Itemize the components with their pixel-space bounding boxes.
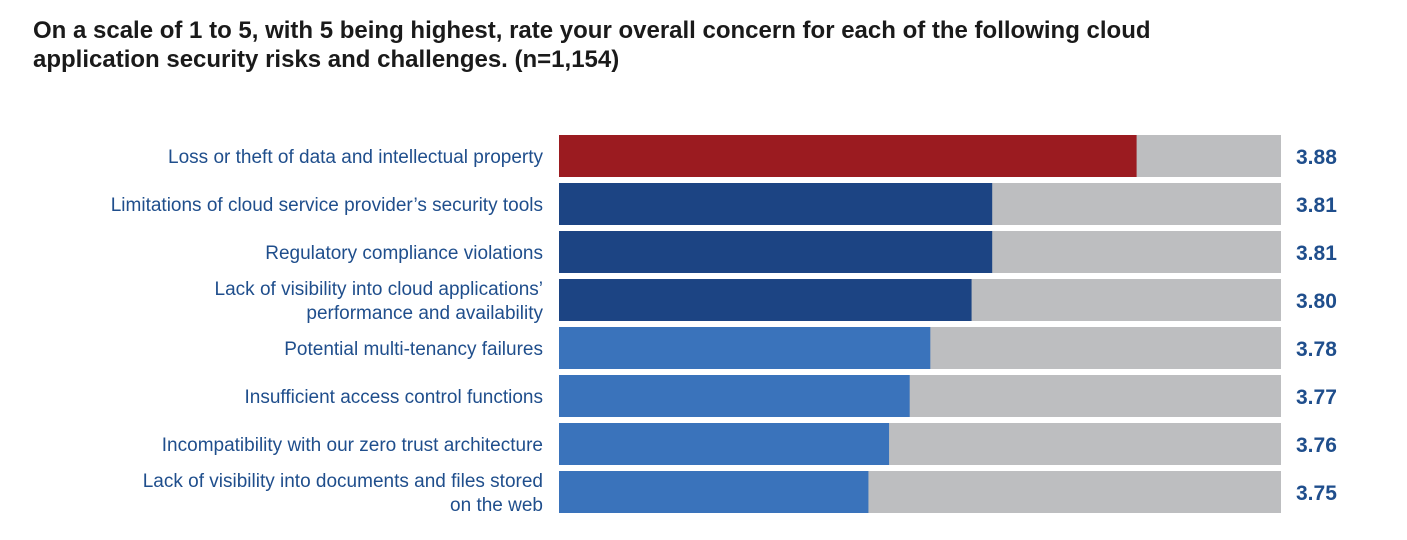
category-label-line: Loss or theft of data and intellectual p… [168,147,543,168]
value-label: 3.81 [1296,242,1337,265]
bar [559,423,890,465]
chart-title-line-2: application security risks and challenge… [33,46,620,73]
category-label: Insufficient access control functions [244,387,543,408]
category-label-line: Incompatibility with our zero trust arch… [162,435,543,456]
category-label-line: on the web [450,495,543,516]
value-label: 3.78 [1296,338,1337,361]
chart-title: On a scale of 1 to 5, with 5 being highe… [33,16,1333,74]
value-label: 3.81 [1296,194,1337,217]
bar [559,279,972,321]
category-label-line: Insufficient access control functions [244,387,543,408]
bar [559,471,869,513]
value-label: 3.88 [1296,146,1337,169]
category-label-line: Lack of visibility into cloud applicatio… [215,279,543,300]
value-label: 3.77 [1296,386,1337,409]
category-label: Regulatory compliance violations [265,243,543,264]
category-label-line: Regulatory compliance violations [265,243,543,264]
value-label: 3.75 [1296,482,1337,505]
category-label-line: Limitations of cloud service provider’s … [111,195,543,216]
category-label: Potential multi-tenancy failures [284,339,543,360]
chart-title-line-1: On a scale of 1 to 5, with 5 being highe… [33,17,1151,44]
category-label: Lack of visibility into documents and fi… [143,471,543,516]
category-label: Limitations of cloud service provider’s … [111,195,543,216]
category-label-line: Lack of visibility into documents and fi… [143,471,543,492]
category-label-line: Potential multi-tenancy failures [284,339,543,360]
category-label: Lack of visibility into cloud applicatio… [215,279,544,324]
category-label-line: performance and availability [306,303,543,324]
value-label: 3.80 [1296,290,1337,313]
value-label: 3.76 [1296,434,1337,457]
bar [559,327,931,369]
bar [559,375,910,417]
category-label: Loss or theft of data and intellectual p… [168,147,543,168]
bar [559,231,993,273]
bar [559,135,1137,177]
bar [559,183,993,225]
category-label: Incompatibility with our zero trust arch… [162,435,543,456]
